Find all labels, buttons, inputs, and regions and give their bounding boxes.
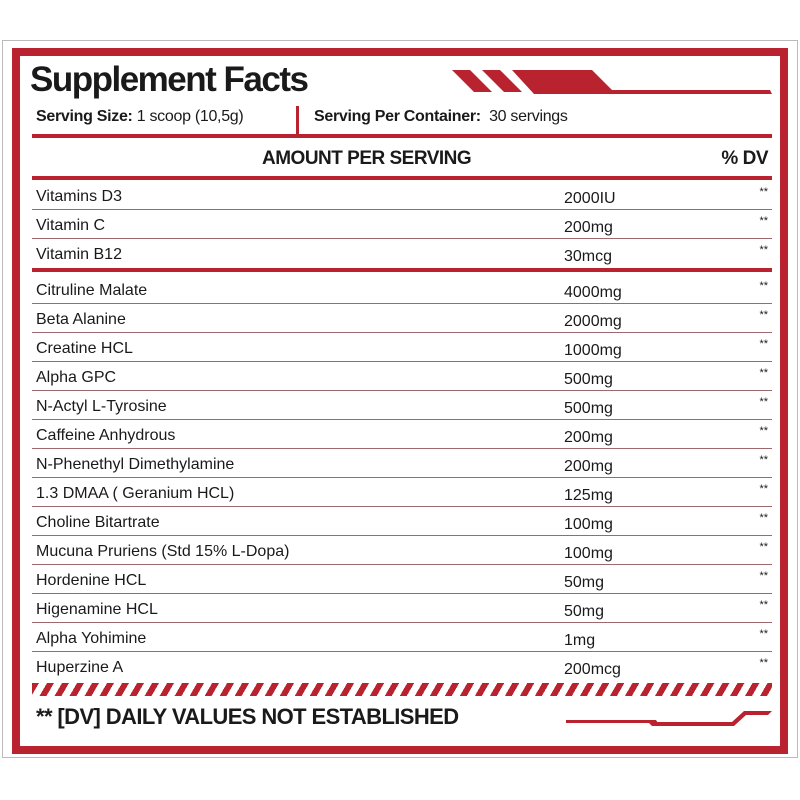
- ingredient-amount: 200mg: [564, 458, 613, 475]
- footer-decoration: [566, 711, 772, 726]
- ingredient-name: N-Phenethyl Dimethylamine: [36, 456, 235, 473]
- serving-size-label: Serving Size:: [36, 108, 133, 125]
- ingredient-name: Creatine HCL: [36, 340, 133, 357]
- table-row: Creatine HCL 1000mg **: [32, 333, 772, 362]
- table-row: Vitamin B12 30mcg **: [32, 239, 772, 268]
- ingredient-name: Higenamine HCL: [36, 601, 158, 618]
- ingredient-dv: **: [759, 425, 768, 437]
- table-row: Huperzine A 200mcg **: [32, 652, 772, 681]
- ingredient-dv: **: [759, 309, 768, 321]
- ingredient-amount: 200mcg: [564, 661, 621, 678]
- ingredient-amount: 125mg: [564, 487, 613, 504]
- ingredient-name: Alpha Yohimine: [36, 630, 147, 647]
- ingredient-name: N-Actyl L-Tyrosine: [36, 398, 167, 415]
- ingredient-name: Alpha GPC: [36, 369, 117, 386]
- divider-thick: [32, 176, 772, 180]
- ingredient-name: Hordenine HCL: [36, 572, 147, 589]
- table-row: N-Phenethyl Dimethylamine 200mg **: [32, 449, 772, 478]
- ingredient-amount: 2000IU: [564, 190, 616, 207]
- ingredient-name: Mucuna Pruriens (Std 15% L-Dopa): [36, 543, 290, 560]
- ingredient-amount: 100mg: [564, 516, 613, 533]
- ingredient-dv: **: [759, 280, 768, 292]
- ingredient-name: Choline Bitartrate: [36, 514, 160, 531]
- table-row: Alpha GPC 500mg **: [32, 362, 772, 391]
- ingredient-name: Beta Alanine: [36, 311, 126, 328]
- ingredient-name: Citruline Malate: [36, 282, 148, 299]
- amount-per-serving-header: AMOUNT PER SERVING: [262, 148, 472, 169]
- ingredient-name: Huperzine A: [36, 659, 124, 676]
- ingredient-dv: **: [759, 338, 768, 350]
- ingredient-dv: **: [759, 599, 768, 611]
- ingredient-amount: 50mg: [564, 574, 605, 591]
- ingredient-dv: **: [759, 657, 768, 669]
- dv-header: % DV: [721, 148, 768, 169]
- ingredient-amount: 500mg: [564, 371, 613, 388]
- ingredient-dv: **: [759, 628, 768, 640]
- ingredient-dv: **: [759, 396, 768, 408]
- serving-divider: [296, 106, 299, 134]
- ingredient-dv: **: [759, 367, 768, 379]
- table-row: 1.3 DMAA ( Geranium HCL) 125mg **: [32, 478, 772, 507]
- ingredient-amount: 100mg: [564, 545, 613, 562]
- table-row: Vitamins D3 2000IU **: [32, 181, 772, 210]
- ingredient-name: Vitamin C: [36, 217, 106, 234]
- divider-thick: [32, 134, 772, 138]
- ingredient-dv: **: [759, 541, 768, 553]
- ingredient-dv: **: [759, 215, 768, 227]
- table-row: Mucuna Pruriens (Std 15% L-Dopa) 100mg **: [32, 536, 772, 565]
- ingredient-dv: **: [759, 512, 768, 524]
- footer-note: ** [DV] DAILY VALUES NOT ESTABLISHED: [36, 704, 459, 729]
- servings-per-container: Serving Per Container: 30 servings: [314, 108, 568, 126]
- table-row: Higenamine HCL 50mg **: [32, 594, 772, 623]
- table-row: Vitamin C 200mg **: [32, 210, 772, 239]
- ingredient-amount: 30mcg: [564, 248, 613, 265]
- ingredient-amount: 1mg: [564, 632, 596, 649]
- ingredient-amount: 500mg: [564, 400, 613, 417]
- table-row: Hordenine HCL 50mg **: [32, 565, 772, 594]
- ingredient-name: 1.3 DMAA ( Geranium HCL): [36, 485, 235, 502]
- ingredient-amount: 200mg: [564, 429, 613, 446]
- striped-divider: [32, 683, 772, 696]
- ingredient-dv: **: [759, 483, 768, 495]
- ingredient-amount: 50mg: [564, 603, 605, 620]
- ingredient-dv: **: [759, 454, 768, 466]
- table-row: Choline Bitartrate 100mg **: [32, 507, 772, 536]
- serving-size-value: 1 scoop (10,5g): [136, 108, 244, 125]
- table-row: Citruline Malate 4000mg **: [32, 275, 772, 304]
- table-row: N-Actyl L-Tyrosine 500mg **: [32, 391, 772, 420]
- ingredient-dv: **: [759, 186, 768, 198]
- label-outer-border: [2, 40, 798, 758]
- title-decoration-stripes: [452, 70, 772, 94]
- divider-thick: [32, 268, 772, 272]
- ingredient-name: Vitamin B12: [36, 246, 122, 263]
- servings-per-container-value: 30 servings: [489, 108, 568, 125]
- ingredient-name: Vitamins D3: [36, 188, 122, 205]
- ingredient-amount: 200mg: [564, 219, 613, 236]
- table-row: Caffeine Anhydrous 200mg **: [32, 420, 772, 449]
- table-row: Alpha Yohimine 1mg **: [32, 623, 772, 652]
- ingredient-amount: 1000mg: [564, 342, 622, 359]
- ingredient-amount: 2000mg: [564, 313, 622, 330]
- servings-per-container-label: Serving Per Container:: [314, 108, 481, 125]
- ingredient-dv: **: [759, 570, 768, 582]
- ingredient-name: Caffeine Anhydrous: [36, 427, 176, 444]
- ingredient-dv: **: [759, 244, 768, 256]
- serving-size: Serving Size: 1 scoop (10,5g): [36, 108, 244, 126]
- ingredient-amount: 4000mg: [564, 284, 622, 301]
- table-row: Beta Alanine 2000mg **: [32, 304, 772, 333]
- label-frame: [12, 48, 788, 754]
- label-title: Supplement Facts: [30, 60, 309, 99]
